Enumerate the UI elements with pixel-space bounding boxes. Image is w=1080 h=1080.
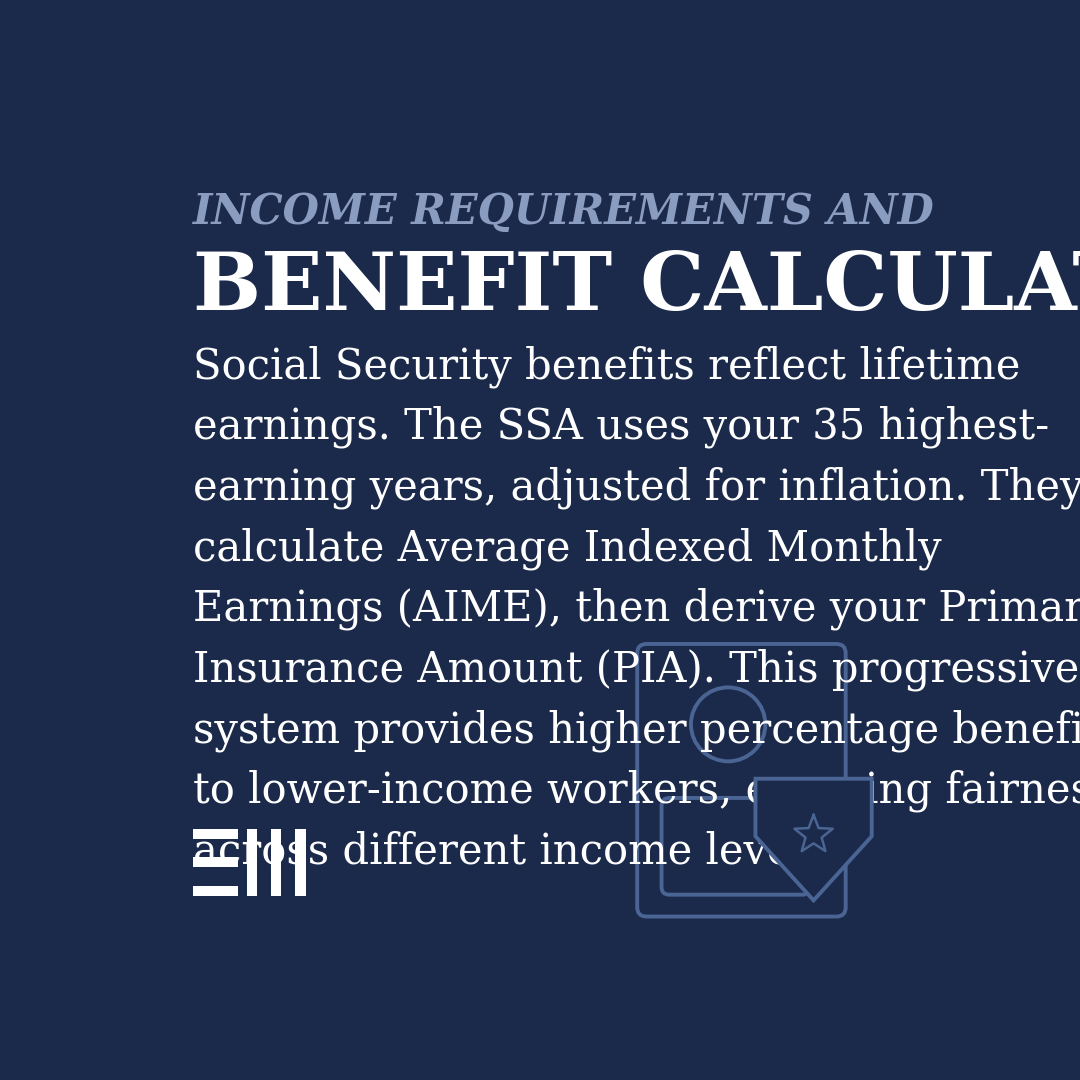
FancyBboxPatch shape — [193, 886, 238, 895]
FancyBboxPatch shape — [193, 858, 238, 867]
FancyBboxPatch shape — [247, 828, 257, 895]
Text: Social Security benefits reflect lifetime
earnings. The SSA uses your 35 highest: Social Security benefits reflect lifetim… — [193, 346, 1080, 873]
FancyBboxPatch shape — [296, 828, 306, 895]
FancyBboxPatch shape — [271, 828, 282, 895]
Text: BENEFIT CALCULATIONS: BENEFIT CALCULATIONS — [193, 249, 1080, 327]
FancyBboxPatch shape — [193, 828, 238, 839]
Text: INCOME REQUIREMENTS AND: INCOME REQUIREMENTS AND — [193, 191, 935, 233]
Polygon shape — [756, 779, 872, 901]
